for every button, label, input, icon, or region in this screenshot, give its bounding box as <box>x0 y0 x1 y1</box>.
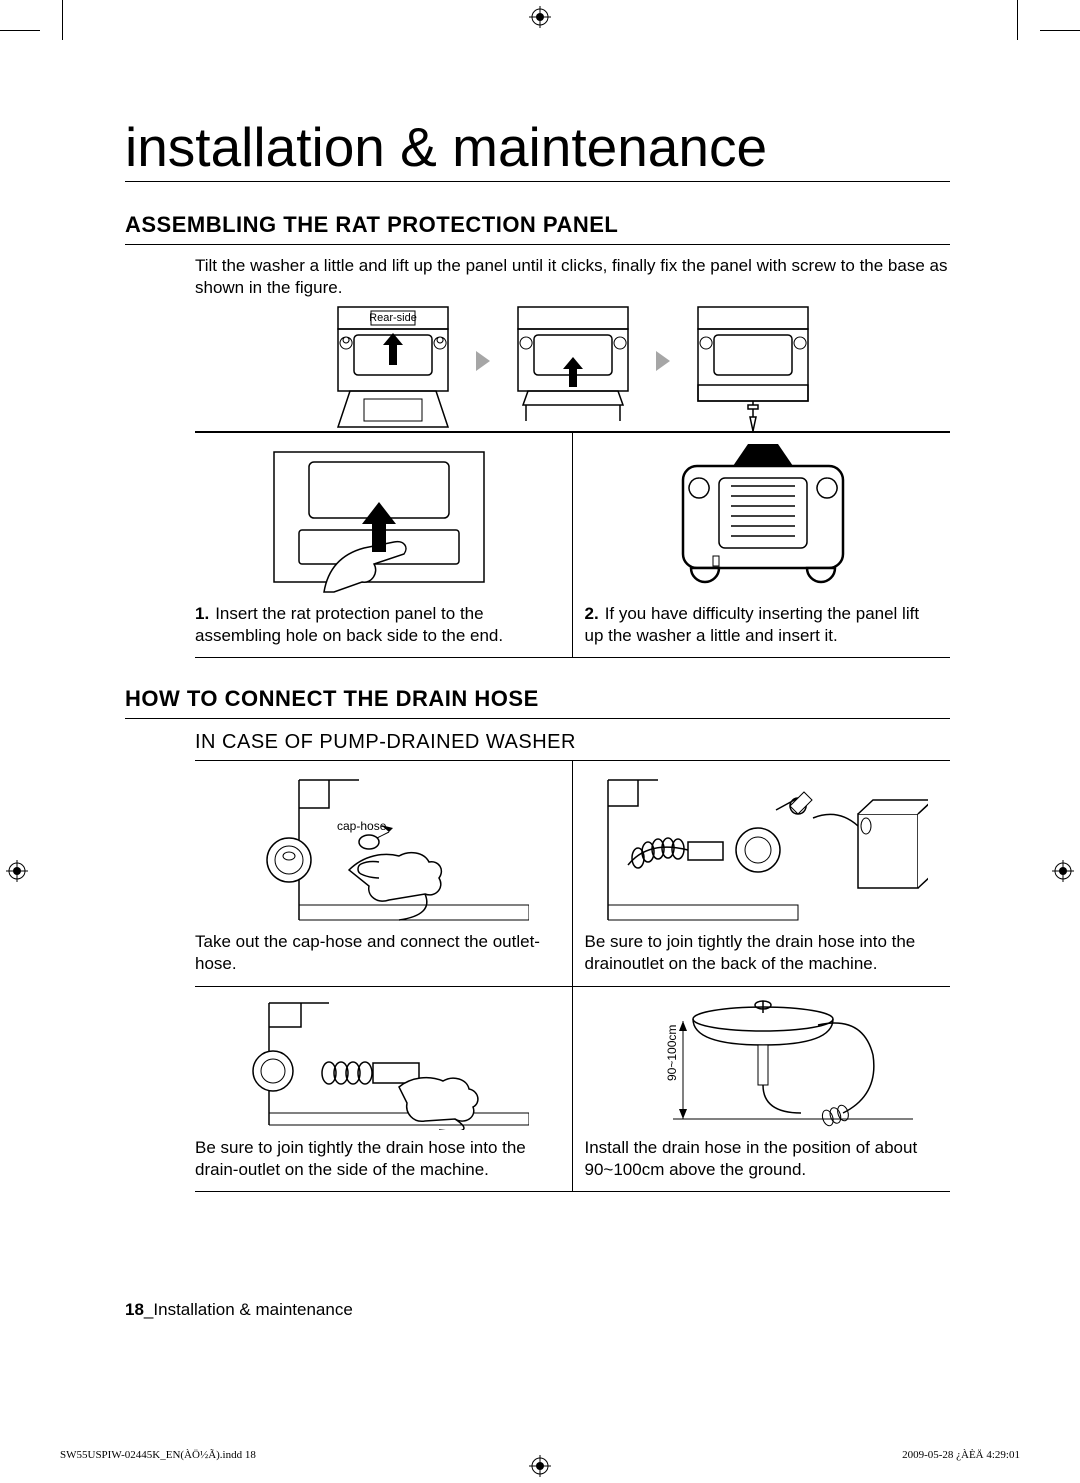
page-number: 18 <box>125 1300 144 1319</box>
drainhose-row-1: cap-hose Take out the cap-hose and conne… <box>195 761 950 986</box>
washer-rear-tilt-icon <box>508 305 638 433</box>
section-heading-assembling: ASSEMBLING THE RAT PROTECTION PANEL <box>125 212 950 245</box>
cap3: Be sure to join tightly the drain hose i… <box>195 1137 564 1181</box>
arrow-right-icon <box>476 351 490 371</box>
drainhose-row-2: Be sure to join tightly the drain hose i… <box>195 987 950 1192</box>
step1-text: Insert the rat protection panel to the a… <box>195 604 503 645</box>
washer-rear-open-icon: Rear-side <box>328 305 458 433</box>
running-footer-text: Installation & maintenance <box>153 1300 352 1319</box>
section1-intro: Tilt the washer a little and lift up the… <box>195 255 950 299</box>
cap2: Be sure to join tightly the drain hose i… <box>585 931 943 975</box>
page: installation & maintenance ASSEMBLING TH… <box>60 20 1010 1430</box>
crop-mark <box>0 30 40 31</box>
cap-hose-label: cap-hose <box>337 819 387 833</box>
figure-insert-panel <box>195 439 564 599</box>
cap1: Take out the cap-hose and connect the ou… <box>195 931 564 975</box>
figure-cap-hose: cap-hose <box>195 767 564 927</box>
figure-drain-side <box>195 993 564 1133</box>
subheading-pump-drained: IN CASE OF PUMP-DRAINED WASHER <box>195 731 950 761</box>
registration-mark-right <box>1052 860 1074 882</box>
registration-mark-left <box>6 860 28 882</box>
figure-rat-panel-sequence: Rear-side <box>195 303 950 432</box>
section-heading-drainhose: HOW TO CONNECT THE DRAIN HOSE <box>125 686 950 719</box>
step1-caption: 1.Insert the rat protection panel to the… <box>195 603 564 647</box>
step1-number: 1. <box>195 604 209 623</box>
indd-file: SW55USPIW-02445K_EN(ÀÖ½Ã).indd 18 <box>60 1449 256 1461</box>
indd-timestamp: 2009-05-28 ¿ÀÈÄ 4:29:01 <box>902 1449 1020 1461</box>
step2-text: If you have difficulty inserting the pan… <box>585 604 920 645</box>
indd-footer: SW55USPIW-02445K_EN(ÀÖ½Ã).indd 18 2009-0… <box>60 1449 1020 1461</box>
crop-mark <box>1017 0 1018 40</box>
crop-mark <box>1040 30 1080 31</box>
figure-lift-washer <box>585 439 943 599</box>
washer-rear-screw-icon <box>688 305 818 433</box>
rear-side-label: Rear-side <box>369 312 417 324</box>
step2-number: 2. <box>585 604 599 623</box>
figure-drain-back <box>585 767 943 927</box>
cap4: Install the drain hose in the position o… <box>585 1137 943 1181</box>
figure-drain-height: 90~100cm <box>585 993 943 1133</box>
height-dimension-label: 90~100cm <box>665 1025 679 1081</box>
rat-panel-detail-row: 1.Insert the rat protection panel to the… <box>195 432 950 658</box>
running-footer: 18_Installation & maintenance <box>125 1300 353 1320</box>
arrow-right-icon <box>656 351 670 371</box>
step2-caption: 2.If you have difficulty inserting the p… <box>585 603 943 647</box>
page-title: installation & maintenance <box>125 115 950 182</box>
